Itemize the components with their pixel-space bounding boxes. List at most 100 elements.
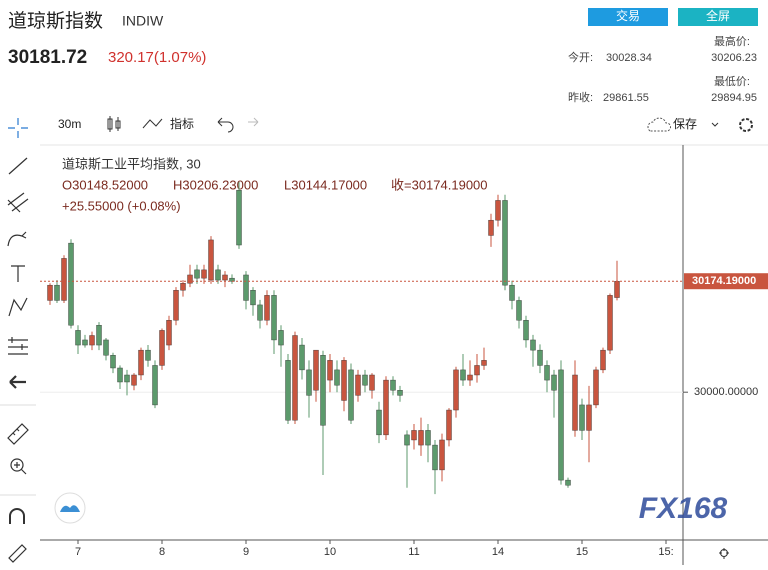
candle-body <box>75 330 81 346</box>
candle-body <box>215 269 221 281</box>
candle-body <box>117 367 123 383</box>
legend-name: 道琼斯工业平均指数, 30 <box>62 156 201 171</box>
candle-body <box>145 349 151 361</box>
candle-body <box>579 404 585 431</box>
lock-tool[interactable] <box>8 544 27 563</box>
x-tick-label: 9 <box>243 546 249 558</box>
measure-tool[interactable] <box>8 337 28 355</box>
crosshair-tool[interactable] <box>8 118 28 138</box>
candle-body <box>348 369 354 421</box>
legend-low: L30144.17000 <box>284 177 367 192</box>
candle-body <box>362 374 368 386</box>
candle-body <box>439 439 445 471</box>
candle-body <box>523 320 529 341</box>
candle-body <box>89 335 95 346</box>
candle-body <box>467 374 473 381</box>
magnet-tool[interactable] <box>9 508 25 524</box>
candle-body <box>446 409 452 441</box>
candle-body <box>530 339 536 351</box>
candle-body <box>306 369 312 396</box>
code: INDIW <box>122 13 164 29</box>
undo-icon[interactable] <box>217 117 234 133</box>
last-price-label: 30174.19000 <box>692 275 756 287</box>
trade-button-label[interactable]: 交易 <box>616 8 640 23</box>
x-tick-label: 10 <box>324 546 336 558</box>
fullscreen-button-label[interactable]: 全屏 <box>706 8 730 23</box>
candle-body <box>124 374 130 383</box>
candle-body <box>460 369 466 381</box>
indicator-icon[interactable] <box>142 118 163 129</box>
candle-body <box>474 365 480 376</box>
candle-body <box>61 258 67 301</box>
candle-body <box>607 295 613 351</box>
fullscreen-button[interactable] <box>678 8 758 26</box>
candle-body <box>404 434 410 446</box>
candle-body <box>481 360 487 366</box>
candle-body <box>488 219 494 236</box>
candle-icon[interactable] <box>107 116 121 132</box>
high-value: 30206.23 <box>711 52 757 64</box>
candle-body <box>495 200 501 221</box>
candle-body <box>558 369 564 481</box>
candle-body <box>390 379 396 391</box>
x-tick-label: 15: <box>658 546 673 558</box>
candle-body <box>96 325 102 346</box>
redo-icon <box>248 117 259 127</box>
candle-body <box>103 339 109 356</box>
last-price-box <box>684 273 768 290</box>
candle-body <box>110 355 116 369</box>
caret[interactable] <box>711 122 719 127</box>
candle-body <box>187 274 193 284</box>
pattern-tool[interactable] <box>8 297 28 317</box>
zoom-tool[interactable] <box>10 458 24 472</box>
text-tool[interactable] <box>11 265 25 282</box>
candle-body <box>586 404 592 431</box>
candle-body <box>292 335 298 421</box>
brush-tool[interactable] <box>7 231 27 247</box>
trade-button[interactable] <box>588 8 668 26</box>
candle-body <box>341 360 347 401</box>
candle-body <box>152 365 158 406</box>
candle-body <box>544 365 550 381</box>
candle-body <box>271 295 277 341</box>
indicators[interactable]: 指标 <box>170 116 194 131</box>
candle-body <box>411 430 417 441</box>
candle-body <box>68 242 74 326</box>
candle-body <box>54 284 60 301</box>
high-label: 最高价: <box>714 34 750 48</box>
candle-body <box>47 284 53 301</box>
candle-body <box>201 269 207 279</box>
cloud-icon[interactable] <box>647 117 671 132</box>
save[interactable]: 保存 <box>673 117 697 131</box>
y-tick-label: 30000.00000 <box>694 386 758 398</box>
legend-change: +25.55000 (+0.08%) <box>62 198 181 213</box>
open-value: 30028.34 <box>606 52 652 64</box>
candle-body <box>180 283 186 291</box>
candle-body <box>208 239 214 281</box>
change: 320.17(1.07%) <box>108 49 206 66</box>
watermark: FX168 <box>639 492 728 525</box>
back-tool[interactable] <box>9 375 26 389</box>
candle-body <box>327 360 333 381</box>
candle-body <box>432 444 438 471</box>
prev-value: 29861.55 <box>603 92 649 104</box>
ruler-tool[interactable] <box>7 423 29 445</box>
prev-label: 昨收: <box>568 90 593 104</box>
candle-body <box>243 274 249 301</box>
candle-body <box>453 369 459 411</box>
settings-icon[interactable] <box>739 118 753 132</box>
x-tick-label: 14 <box>492 546 504 558</box>
candle-body <box>537 349 543 366</box>
x-tick-label: 7 <box>75 546 81 558</box>
price: 30181.72 <box>8 47 87 68</box>
candle-body <box>250 290 256 306</box>
candle-body <box>257 304 263 321</box>
fib-tool[interactable] <box>7 192 29 213</box>
legend-close: 收=30174.19000 <box>391 177 488 192</box>
line-tool[interactable] <box>8 157 28 175</box>
candle-body <box>299 344 305 371</box>
low-value: 29894.95 <box>711 92 757 104</box>
interval[interactable]: 30m <box>58 117 81 131</box>
legend-open: O30148.52000 <box>62 177 148 192</box>
candle-body <box>551 374 557 391</box>
